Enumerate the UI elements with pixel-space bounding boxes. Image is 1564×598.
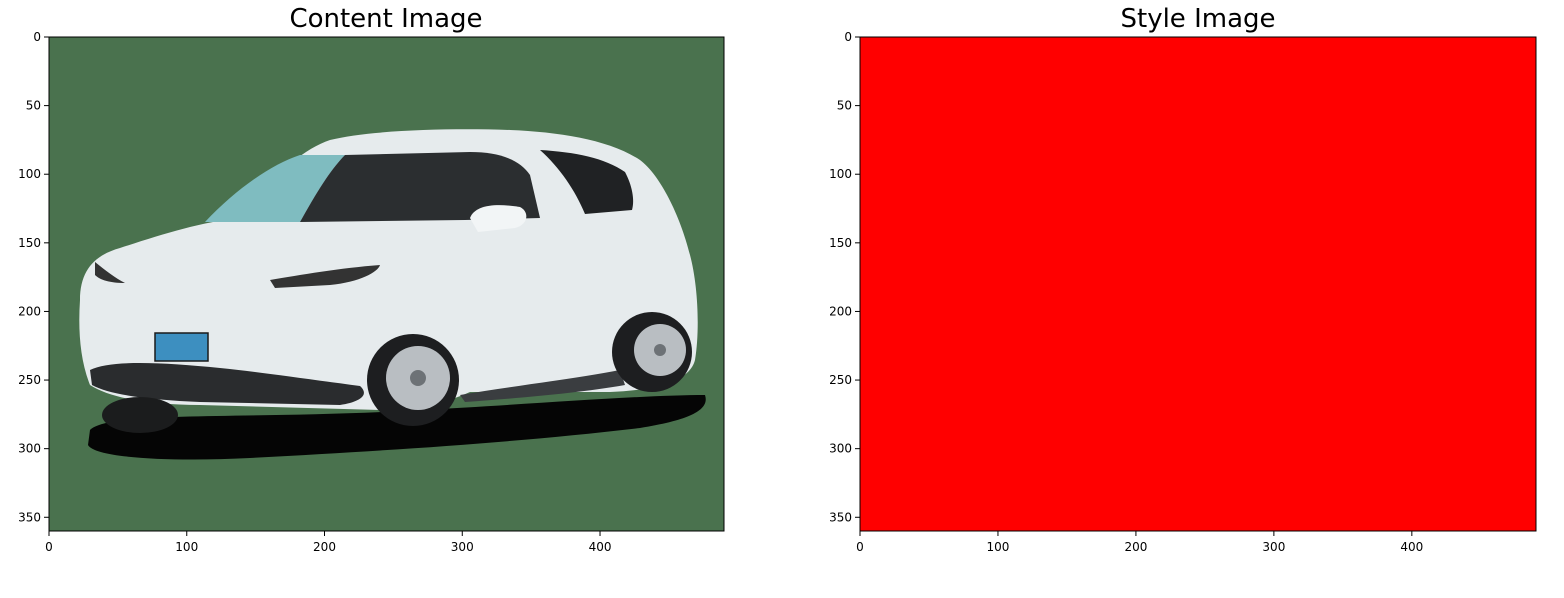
style-x-tick-label: 300 <box>1262 540 1285 554</box>
style-y-tick-label: 100 <box>829 167 852 181</box>
style-image-title: Style Image <box>1120 4 1276 34</box>
car-shadow <box>88 395 706 460</box>
content-x-tick-label: 0 <box>45 540 53 554</box>
content-y-tick-label: 100 <box>18 167 41 181</box>
car-lower-grille <box>90 363 364 405</box>
car-image <box>79 129 706 460</box>
content-y-tick-label: 300 <box>18 442 41 456</box>
content-x-ticks: 0 100 200 300 400 <box>45 531 611 554</box>
car-front-light <box>95 262 125 283</box>
car-headlight <box>270 265 380 288</box>
style-x-ticks: 0 100 200 300 400 <box>856 531 1423 554</box>
style-y-tick-label: 200 <box>829 304 852 318</box>
car-side-trim <box>460 370 625 402</box>
content-y-tick-label: 0 <box>33 30 41 44</box>
content-y-ticks: 0 50 100 150 200 250 300 350 <box>18 30 49 524</box>
car-side-windows <box>300 152 540 222</box>
content-y-tick-label: 250 <box>18 373 41 387</box>
style-image-axes: 0 100 200 300 400 0 50 100 150 200 250 300 350 <box>829 30 1537 554</box>
style-y-tick-label: 150 <box>829 236 852 250</box>
content-y-tick-label: 200 <box>18 304 41 318</box>
style-y-tick-label: 50 <box>837 99 852 113</box>
content-y-tick-label: 50 <box>26 99 41 113</box>
content-image-title: Content Image <box>289 4 483 34</box>
content-image-axes: 0 100 200 300 400 0 50 100 150 200 250 300 350 <box>18 30 725 554</box>
style-y-tick-label: 250 <box>829 373 852 387</box>
style-x-tick-label: 200 <box>1124 540 1147 554</box>
car-front-left-wheel-shadow <box>102 397 178 433</box>
content-y-tick-label: 150 <box>18 236 41 250</box>
car-rear-window <box>540 150 634 214</box>
style-image-fill <box>860 37 1536 531</box>
content-x-tick-label: 100 <box>175 540 198 554</box>
style-image-frame <box>859 36 1537 532</box>
content-x-tick-label: 200 <box>313 540 336 554</box>
car-front-hub <box>410 370 426 386</box>
style-y-tick-label: 350 <box>829 510 852 524</box>
content-x-tick-label: 400 <box>589 540 612 554</box>
content-x-tick-label: 300 <box>451 540 474 554</box>
style-y-tick-label: 300 <box>829 442 852 456</box>
style-x-tick-label: 100 <box>987 540 1010 554</box>
style-x-tick-label: 0 <box>856 540 864 554</box>
content-y-tick-label: 350 <box>18 510 41 524</box>
car-license-plate <box>154 332 209 362</box>
style-y-tick-label: 0 <box>844 30 852 44</box>
car-body <box>79 129 698 411</box>
style-y-ticks: 0 50 100 150 200 250 300 350 <box>829 30 860 524</box>
car-mirror <box>470 205 527 232</box>
style-x-tick-label: 400 <box>1400 540 1423 554</box>
content-image-frame <box>48 36 725 532</box>
car-windshield <box>205 155 345 222</box>
car-rear-hub <box>654 344 666 356</box>
